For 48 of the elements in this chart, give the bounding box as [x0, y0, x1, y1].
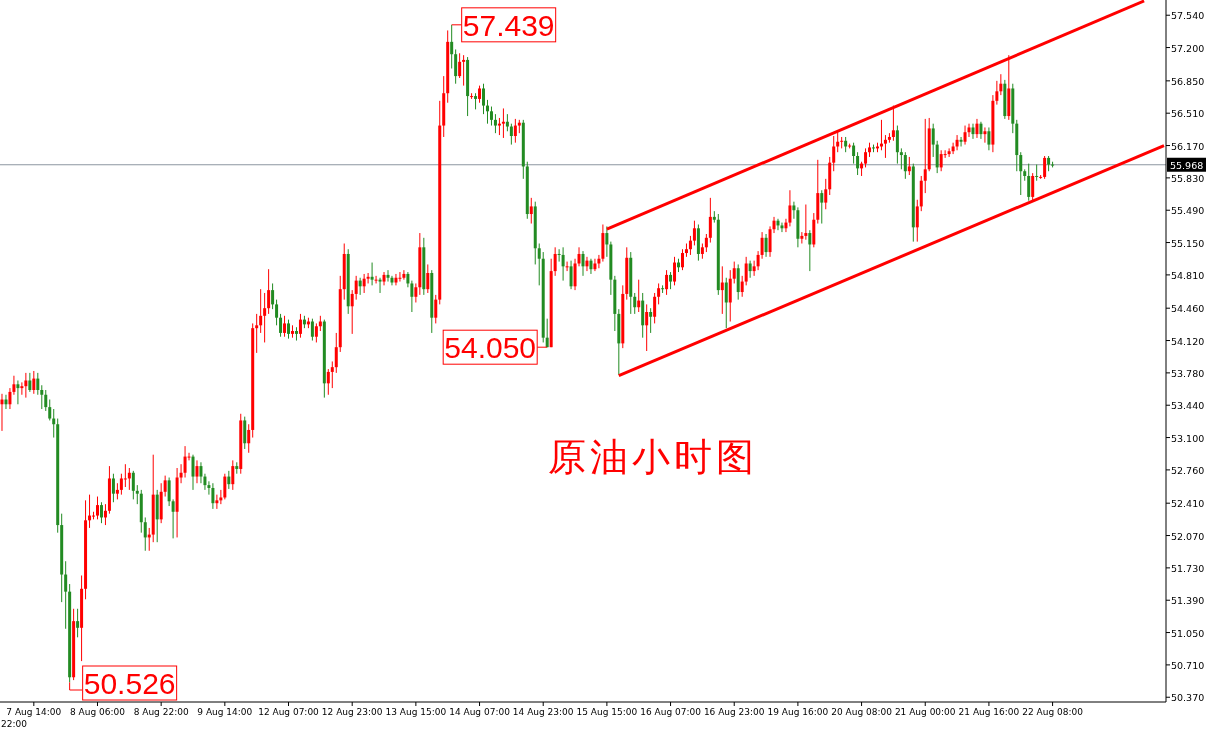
annotation: 57.439	[462, 8, 555, 42]
x-tick-label: 19 Aug 16:00	[767, 707, 829, 717]
y-tick-label: 50.710	[1171, 659, 1205, 671]
annotation: 50.526	[83, 667, 176, 700]
y-tick-label: 56.170	[1171, 140, 1205, 152]
x-tick-label: 16 Aug 07:00	[640, 707, 702, 717]
y-tick-label: 53.440	[1171, 400, 1205, 412]
y-tick-label: 57.200	[1171, 42, 1205, 54]
ref-line-label: 55.968	[1170, 159, 1204, 171]
y-tick-label: 53.100	[1171, 432, 1205, 444]
y-tick-label: 50.370	[1171, 692, 1205, 704]
x-tick-label: 20 Aug 08:00	[831, 707, 893, 717]
x-tick-label: 12 Aug 23:00	[321, 707, 383, 717]
x-tick-label: 16 Aug 23:00	[703, 707, 765, 717]
x-tick-label: 14 Aug 23:00	[512, 707, 574, 717]
x-tick-label: 8 Aug 06:00	[70, 707, 126, 717]
annotation: 54.050	[442, 329, 548, 365]
y-tick-label: 52.070	[1171, 530, 1205, 542]
x-tick-label: 8 Aug 22:00	[133, 707, 189, 717]
annotation: 50.526	[69, 665, 178, 701]
x-tick-label: 15 Aug 15:00	[576, 707, 638, 717]
x-tick-label: 12 Aug 07:00	[258, 707, 320, 717]
y-tick-label: 52.410	[1171, 498, 1205, 510]
y-tick-label: 52.760	[1171, 464, 1205, 476]
annotation: 57.439	[451, 7, 557, 43]
y-tick-label: 55.490	[1171, 205, 1205, 217]
y-tick-label: 54.120	[1171, 335, 1205, 347]
y-tick-label: 55.150	[1171, 237, 1205, 249]
y-tick-label: 51.730	[1171, 562, 1205, 574]
y-tick-label: 51.050	[1171, 627, 1205, 639]
x-tick-label: 13 Aug 15:00	[385, 707, 447, 717]
y-tick-label: 54.810	[1171, 269, 1205, 281]
x-tick-label: 14 Aug 07:00	[449, 707, 511, 717]
x-tick-label: 22 Aug 08:00	[1022, 707, 1084, 717]
y-tick-label: 55.830	[1171, 172, 1205, 184]
y-tick-label: 57.540	[1171, 10, 1205, 22]
y-tick-label: 53.780	[1171, 367, 1205, 379]
y-tick-label: 54.460	[1171, 303, 1205, 315]
y-tick-label: 56.850	[1171, 75, 1205, 87]
x-tick-label: 7 Aug 14:00	[6, 707, 62, 717]
text: 原油小时图	[547, 436, 758, 479]
x-tick-label: 9 Aug 14:00	[197, 707, 253, 717]
x-tick-label: 21 Aug 00:00	[894, 707, 956, 717]
y-tick-label: 51.390	[1171, 595, 1205, 607]
y-tick-label: 56.510	[1171, 108, 1205, 120]
annotation: 22:00	[1, 719, 27, 729]
x-tick-label: 21 Aug 16:00	[958, 707, 1020, 717]
annotation: 54.050	[444, 331, 537, 365]
